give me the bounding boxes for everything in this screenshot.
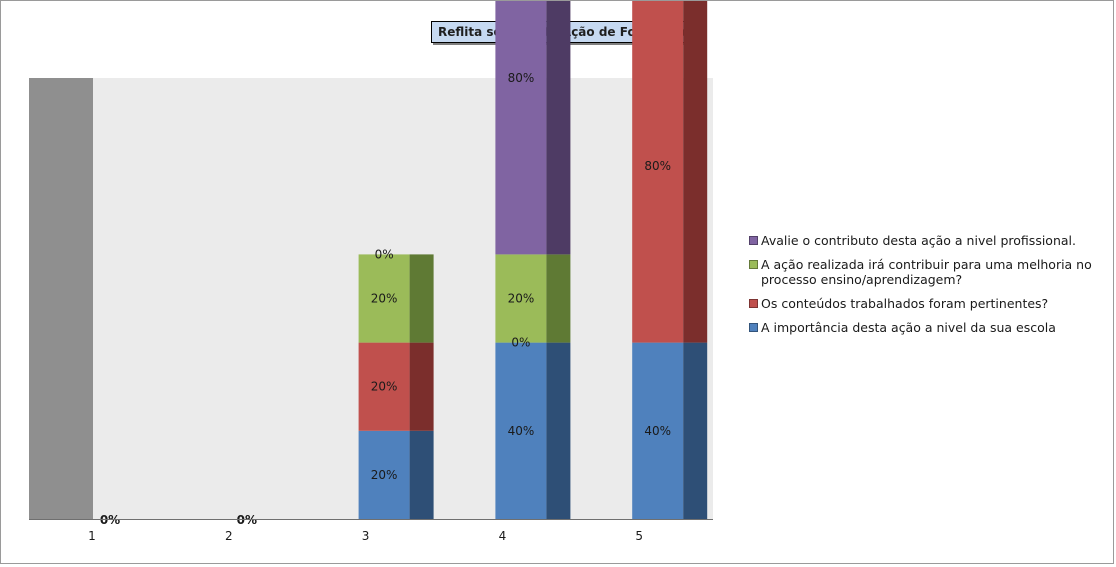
data-label-4-s3: 20% — [508, 292, 535, 306]
data-label-4-s1: 40% — [508, 424, 535, 438]
x-tick-label-4: 4 — [499, 529, 507, 543]
legend-label-s3: A ação realizada irá contribuir para uma… — [761, 257, 1092, 287]
legend-label-s2: Os conteúdos trabalhados foram pertinent… — [761, 296, 1049, 311]
bar-front-5-s1 — [632, 342, 684, 519]
legend-swatch-s1 — [749, 323, 758, 332]
bar-side-4-s1 — [546, 342, 571, 519]
x-tick-label-2: 2 — [225, 529, 233, 543]
x-tick-label-5: 5 — [635, 529, 643, 543]
data-label-5-s1: 40% — [644, 424, 671, 438]
bar-side-4-s4 — [546, 1, 571, 255]
bar-front-3-s3 — [358, 254, 410, 343]
bar-front-3-s1 — [358, 430, 410, 519]
legend-label-s4: Avalie o contributo desta ação a nivel p… — [761, 233, 1076, 248]
data-label-3-s4: 0% — [375, 247, 394, 261]
bar-side-3-s1 — [409, 430, 434, 519]
data-label-3-s1: 20% — [371, 468, 398, 482]
bar-front-3-s2 — [358, 342, 410, 431]
legend-item-s4: Avalie o contributo desta ação a nivel p… — [749, 233, 1099, 248]
data-label-3-s3: 20% — [371, 292, 398, 306]
legend-item-s3: A ação realizada irá contribuir para uma… — [749, 257, 1099, 287]
data-label-4-s2: 0% — [511, 336, 530, 350]
legend-item-s2: Os conteúdos trabalhados foram pertinent… — [749, 296, 1099, 311]
bar-side-5-s1 — [683, 342, 708, 519]
x-tick-label-1: 1 — [88, 529, 96, 543]
data-label-5-s2: 80% — [644, 159, 671, 173]
bar-side-4-s3 — [546, 254, 571, 343]
bar-side-3-s3 — [409, 254, 434, 343]
legend-swatch-s2 — [749, 299, 758, 308]
data-label-4-s4: 80% — [508, 71, 535, 85]
legend-swatch-s4 — [749, 236, 758, 245]
chart-legend: Avalie o contributo desta ação a nivel p… — [749, 233, 1099, 344]
legend-swatch-s3 — [749, 260, 758, 269]
legend-label-s1: A importância desta ação a nivel da sua … — [761, 320, 1056, 335]
bar-side-3-s2 — [409, 342, 434, 431]
bar-front-4-s3 — [495, 254, 547, 343]
bar-1-background — [29, 78, 93, 519]
x-tick-label-3: 3 — [362, 529, 370, 543]
legend-item-s1: A importância desta ação a nivel da sua … — [749, 320, 1099, 335]
bar-front-5-s2 — [632, 1, 684, 343]
bar-side-5-s2 — [683, 1, 708, 343]
bar-front-4-s1 — [495, 342, 547, 519]
data-label-3-s2: 20% — [371, 380, 398, 394]
bar-front-4-s4 — [495, 1, 547, 255]
chart-plot: 0%10%220%20%20%0%340%0%20%80%440%80%60%2… — [29, 1, 713, 543]
